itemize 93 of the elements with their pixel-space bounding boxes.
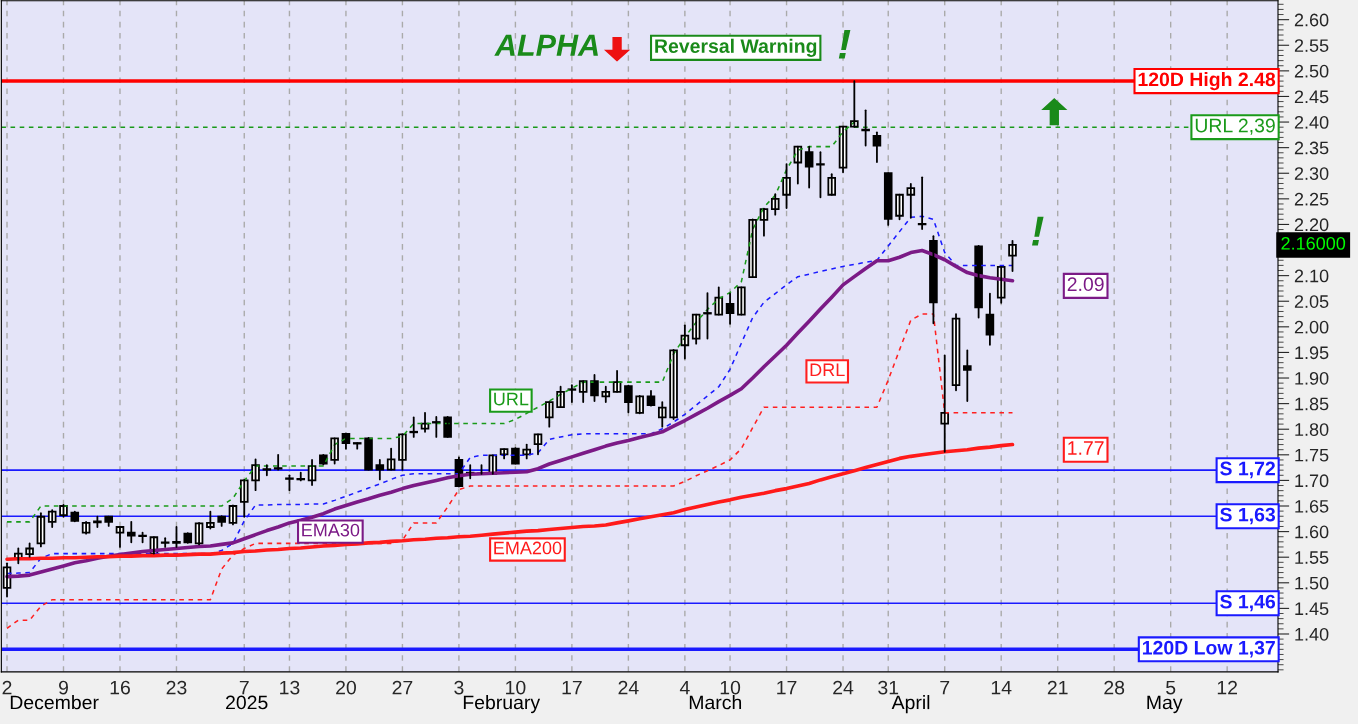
candlestick bbox=[398, 433, 407, 471]
y-tick-label: 1.40 bbox=[1295, 627, 1329, 641]
candlestick bbox=[748, 218, 757, 279]
y-tick-label: 1.45 bbox=[1295, 602, 1329, 616]
candlestick bbox=[488, 454, 498, 475]
y-tick-label: 1.50 bbox=[1295, 576, 1329, 590]
annotation: ! bbox=[838, 29, 851, 59]
y-tick-label: 1.75 bbox=[1295, 448, 1329, 462]
candlestick bbox=[669, 348, 678, 420]
y-tick-label: 1.70 bbox=[1295, 474, 1329, 488]
y-tick-label: 2.05 bbox=[1294, 295, 1329, 308]
text: February bbox=[463, 695, 541, 714]
text: 2025 bbox=[226, 695, 268, 710]
y-tick-label: 2.30 bbox=[1294, 167, 1329, 180]
y-tick-label: 2.25 bbox=[1294, 192, 1329, 206]
candlestick bbox=[172, 526, 181, 548]
x-tick-label: 12 bbox=[1217, 680, 1237, 695]
x-tick-label: 7 bbox=[239, 680, 249, 695]
candlestick bbox=[126, 520, 136, 544]
x-tick-label: 5 bbox=[1166, 680, 1176, 695]
x-tick-label: 21 bbox=[1047, 680, 1068, 695]
text: May bbox=[1147, 695, 1183, 714]
ref-line-label: 120D Low 1,37 bbox=[1142, 640, 1275, 658]
x-tick-label: 7 bbox=[940, 680, 950, 695]
text: March bbox=[689, 695, 742, 710]
x-tick-label: 31 bbox=[878, 680, 899, 695]
annotation: ! bbox=[1032, 216, 1044, 246]
x-tick-label: 28 bbox=[1104, 680, 1125, 695]
y-tick-label: 2.10 bbox=[1294, 269, 1329, 283]
candlestick bbox=[556, 385, 565, 409]
candlestick bbox=[703, 292, 712, 340]
candlestick bbox=[1008, 239, 1017, 272]
y-tick-label: 2.50 bbox=[1294, 64, 1329, 78]
line-series bbox=[6, 313, 1014, 630]
y-tick-label: 1.95 bbox=[1295, 346, 1329, 360]
candlestick bbox=[364, 437, 373, 471]
x-tick-label: 20 bbox=[336, 680, 356, 695]
x-tick-label: 24 bbox=[833, 680, 854, 695]
x-tick-label: 14 bbox=[991, 680, 1012, 695]
ref-line-label: S 1,63 bbox=[1220, 507, 1276, 525]
y-tick-label: 1.90 bbox=[1295, 371, 1329, 385]
series-label: EMA30 bbox=[302, 523, 360, 537]
text: December bbox=[10, 695, 99, 710]
candlestick bbox=[93, 515, 102, 528]
x-tick-label: 17 bbox=[777, 680, 797, 695]
y-tick-label: 1.65 bbox=[1295, 499, 1329, 513]
text: 2.16000 bbox=[1281, 236, 1346, 250]
x-tick-label: 17 bbox=[562, 680, 582, 695]
y-tick-label: 2.55 bbox=[1294, 39, 1329, 52]
candlestick bbox=[262, 464, 272, 477]
x-tick-label: 24 bbox=[618, 680, 639, 695]
candlestick bbox=[963, 349, 972, 402]
candlestick bbox=[737, 286, 746, 316]
y-tick-label: 2.00 bbox=[1294, 320, 1329, 334]
x-tick-label: 3 bbox=[454, 680, 464, 695]
ref-line-label: 120D High 2.48 bbox=[1138, 71, 1276, 91]
annotation: 1.77 bbox=[1068, 441, 1104, 455]
ref-line-label: S 1,72 bbox=[1220, 461, 1275, 479]
x-tick-label: 2 bbox=[2, 680, 12, 695]
series-label: URL bbox=[494, 392, 529, 406]
x-tick-label: 4 bbox=[679, 680, 690, 695]
candlestick bbox=[567, 384, 577, 403]
x-tick-label: 10 bbox=[506, 680, 526, 695]
x-tick-label: 13 bbox=[280, 680, 300, 695]
candlestick bbox=[183, 532, 193, 544]
candlestick bbox=[816, 151, 825, 199]
series-label: DRL bbox=[810, 363, 845, 377]
annotation: 2.09 bbox=[1067, 277, 1104, 292]
x-tick-label: 9 bbox=[59, 680, 68, 695]
candlestick bbox=[895, 193, 904, 221]
y-tick-label: 2.20 bbox=[1294, 218, 1329, 232]
y-tick-label: 2.35 bbox=[1294, 141, 1329, 155]
candlestick bbox=[782, 163, 791, 209]
y-tick-label: 1.60 bbox=[1295, 525, 1329, 539]
candlestick bbox=[443, 416, 452, 438]
annotation: Reversal Warning bbox=[655, 38, 817, 57]
y-tick-label: 2.45 bbox=[1294, 90, 1329, 104]
ref-line-label: URL 2,39 bbox=[1195, 118, 1275, 135]
x-tick-label: 23 bbox=[166, 680, 187, 695]
y-tick-label: 2.40 bbox=[1294, 115, 1329, 129]
y-tick-label: 2.60 bbox=[1294, 13, 1329, 27]
y-tick-label: 1.80 bbox=[1295, 423, 1329, 436]
annotation: ALPHA bbox=[494, 34, 598, 56]
text: April bbox=[891, 695, 930, 714]
candlestick bbox=[273, 453, 283, 471]
x-tick-label: 27 bbox=[392, 680, 413, 695]
ref-line-label: S 1,46 bbox=[1220, 594, 1276, 612]
candlestick bbox=[160, 537, 170, 548]
y-tick-label: 1.85 bbox=[1295, 397, 1329, 411]
x-tick-label: 16 bbox=[110, 680, 130, 695]
x-tick-label: 10 bbox=[720, 680, 741, 695]
series-label: EMA200 bbox=[494, 541, 562, 555]
y-tick-label: 1.55 bbox=[1295, 551, 1329, 564]
